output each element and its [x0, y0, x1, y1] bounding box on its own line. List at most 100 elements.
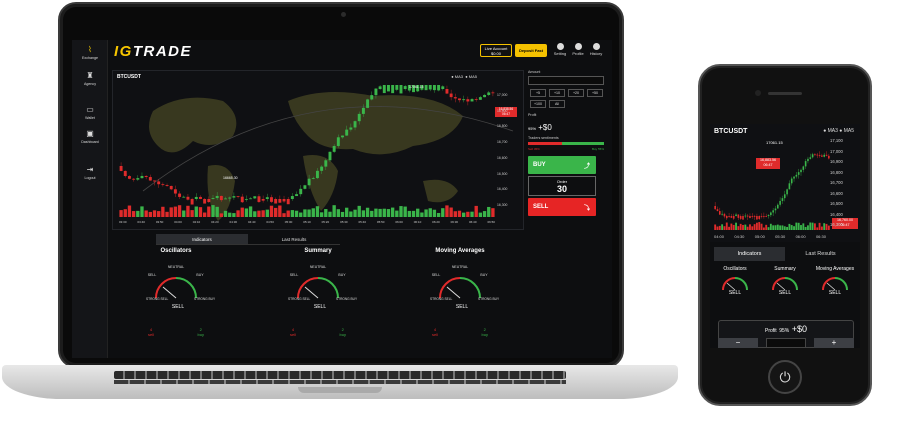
candle-body	[772, 210, 774, 213]
phone-gauge-moving-averages: Moving Averages SELL	[811, 266, 859, 306]
candle-body	[797, 172, 800, 175]
volume-bar	[804, 226, 807, 230]
lid-notch	[298, 387, 382, 393]
volume-bar	[786, 226, 789, 230]
volume-bar	[746, 226, 749, 230]
chip-plus-10[interactable]: +10	[549, 89, 565, 97]
tab-last-results[interactable]: Last Results	[248, 234, 340, 245]
phone-plus-button[interactable]: +	[814, 338, 854, 348]
phone-minus-button[interactable]: −	[718, 338, 758, 348]
price-tick-label: 16,700	[497, 140, 508, 145]
chip-plus-50[interactable]: +50	[587, 89, 603, 97]
candle-body	[804, 161, 807, 167]
volume-bar	[223, 210, 228, 217]
home-button[interactable]: ⏻	[768, 360, 802, 394]
volume-bar	[202, 212, 207, 217]
volume-bar	[307, 209, 311, 217]
phone-amount-input[interactable]	[766, 338, 806, 348]
volume-bar	[286, 210, 290, 217]
volume-bar	[257, 210, 261, 217]
volume-bar	[311, 208, 315, 217]
volume-bar	[436, 212, 441, 217]
profile-button[interactable]: Profile	[570, 43, 586, 56]
volume-bar	[332, 205, 336, 217]
candle-body	[807, 158, 809, 162]
history-button[interactable]: History	[588, 43, 604, 56]
time-tick-label: 05:30	[775, 234, 786, 239]
time-tick-label: 05:30	[340, 220, 348, 224]
phone-camera	[755, 90, 761, 96]
buy-button[interactable]: BUY ⤴	[528, 156, 596, 174]
volume-bar	[169, 207, 173, 217]
chip-plus-100[interactable]: +100	[530, 100, 546, 108]
price-tick-label: 16,500	[830, 201, 843, 206]
chart-pair-title: BTCUSDT	[117, 74, 141, 80]
sidebar-item-dashboard[interactable]: ▣ Dashboard	[72, 130, 108, 145]
time-tick-label: 04:20	[211, 220, 219, 224]
sidebar-item-logout[interactable]: ⇥ Logout	[72, 166, 108, 181]
candle-body	[203, 198, 207, 204]
volume-bar	[328, 211, 332, 217]
time-tick-label: 04:30	[229, 220, 238, 224]
candle-body	[382, 85, 386, 94]
candle-body	[483, 94, 487, 98]
volume-bar	[265, 209, 269, 217]
candle-body	[449, 93, 453, 98]
candle-body	[732, 216, 735, 219]
gauge-summary: Summary NEUTRAL SELL BUY STRONG SELL STR…	[258, 248, 378, 341]
candle-body	[723, 213, 726, 217]
sidebar-item-label: Agency	[84, 82, 96, 86]
candle-body	[776, 204, 779, 209]
tab-indicators[interactable]: Indicators	[156, 234, 248, 245]
sidebar-item-agency[interactable]: ♜ Agency	[72, 72, 108, 87]
webcam	[341, 12, 346, 17]
price-tick-label: 16,800	[497, 124, 508, 129]
amount-input[interactable]	[528, 76, 604, 85]
volume-bar	[420, 212, 424, 217]
sidebar-item-label: Exchange	[82, 56, 98, 60]
svg-text:BUY: BUY	[480, 273, 488, 277]
candle-body	[737, 214, 740, 218]
candle-body	[774, 208, 777, 211]
candle-body	[173, 189, 177, 194]
order-timer[interactable]: Order 30	[528, 176, 596, 196]
phone-tab-last-results[interactable]: Last Results	[805, 251, 836, 257]
setting-button[interactable]: Setting	[552, 43, 568, 56]
low-price-label: 16665.30	[223, 176, 238, 180]
chip-all[interactable]: All	[549, 100, 565, 108]
sidebar-item-wallet[interactable]: ▭ Wallet	[72, 106, 108, 121]
volume-bar	[779, 225, 782, 230]
candle-body	[353, 121, 357, 128]
phone-tab-indicators[interactable]: Indicators	[714, 247, 785, 261]
chip-plus-5[interactable]: +5	[530, 89, 546, 97]
technical-gauges: Oscillators NEUTRAL SELL BUY STRONG SELL…	[112, 248, 524, 358]
sell-button[interactable]: SELL ⤵	[528, 198, 596, 216]
volume-bar	[278, 205, 282, 217]
volume-bar	[735, 222, 737, 230]
candle-body	[165, 185, 169, 186]
deposit-button[interactable]: Deposit Fast	[515, 44, 547, 57]
account-label: Live Account	[484, 45, 508, 51]
svg-text:SELL: SELL	[172, 304, 184, 310]
sidebar-item-exchange[interactable]: ⌇ Exchange	[72, 46, 108, 61]
candle-body	[178, 193, 182, 197]
volume-bar	[487, 206, 491, 217]
volume-bar	[336, 209, 341, 217]
account-selector[interactable]: Live Account $0.00	[480, 44, 512, 57]
candle-body	[257, 196, 261, 202]
gauge-oscillators: Oscillators NEUTRAL SELL BUY STRONG SELL…	[116, 248, 236, 341]
volume-bar	[253, 211, 257, 217]
chip-plus-20[interactable]: +20	[568, 89, 584, 97]
candle-body	[428, 85, 432, 90]
volume-bar	[361, 210, 366, 217]
candle-body	[357, 113, 361, 122]
candle-body	[391, 85, 395, 94]
volume-bar	[739, 223, 742, 230]
price-chart[interactable]: BTCUSDT ● MA3 ● MA5 17061.15 16665.30 16…	[112, 70, 524, 230]
volume-bar	[825, 223, 828, 230]
volume-bar	[457, 210, 462, 217]
candle-body	[182, 196, 186, 198]
volume-bar	[357, 205, 361, 217]
volume-bar	[424, 209, 428, 217]
phone-price-chart[interactable]: BTCUSDT ● MA3 ● MA5 17061.15 16,883.56 06…	[710, 124, 860, 242]
